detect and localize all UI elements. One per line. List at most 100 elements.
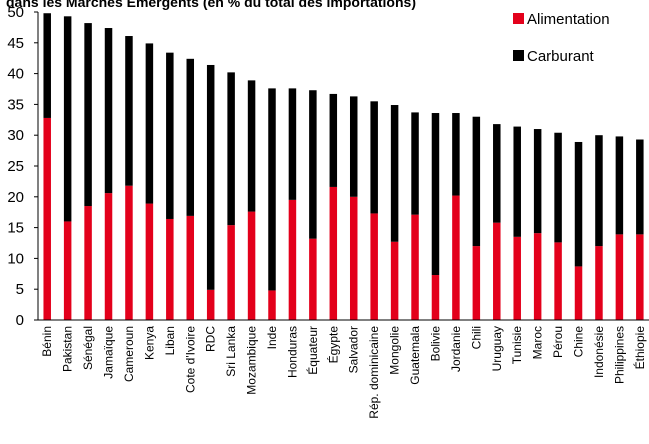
bar-alimentation [84,206,92,320]
x-tick-label: Guatemala [408,326,422,385]
x-tick-label: Salvador [347,326,361,373]
y-tick-label: 5 [16,281,24,298]
x-tick-label: Chine [572,326,586,358]
x-tick-label: Cote d'Ivoire [183,326,197,393]
bar-carburant [206,64,215,290]
bar-carburant [513,126,521,237]
y-tick-label: 20 [7,189,24,206]
bar-alimentation [227,225,235,320]
bar-carburant [595,135,603,247]
bar-carburant [431,113,440,276]
bar-carburant [533,129,542,234]
bar-alimentation [104,193,113,320]
bar-alimentation [554,242,562,320]
bar-carburant [636,139,644,235]
x-tick-label: Rép. dominicaine [367,326,381,419]
x-tick-label: Jamaïque [102,326,116,379]
y-axis: 0 5 10 15 20 25 30 35 40 45 50 [7,4,39,329]
legend: Alimentation Carburant [513,11,610,65]
bar-alimentation [349,196,358,320]
bar-carburant [615,136,624,235]
bar-alimentation [472,246,481,320]
x-tick-label: Indonésie [592,326,606,378]
legend-label: Alimentation [527,11,610,28]
x-tick-label: Égypte [325,326,340,364]
y-tick-label: 50 [7,4,24,21]
x-tick-label: Chili [469,326,483,349]
bar-alimentation [533,233,542,320]
bar-carburant [452,113,460,196]
y-tick-label: 45 [7,35,24,52]
x-tick-label: Inde [265,326,279,350]
bar-carburant [186,58,195,216]
x-tick-label: Sénégal [81,326,95,370]
bar-carburant [104,28,113,194]
bar-alimentation [615,234,624,320]
bar-alimentation [247,211,256,320]
x-tick-label: Honduras [285,326,299,378]
bar-carburant [329,93,338,187]
bar-carburant [390,105,399,242]
x-tick-label: Mongolie [388,326,402,375]
x-tick-label: Équateur [305,326,320,375]
legend-swatch [513,50,524,61]
bar-carburant [125,36,133,186]
x-tick-label: Kenya [142,326,156,360]
bar-carburant [309,90,317,239]
bar-alimentation [390,241,399,320]
x-tick-label: Pérou [551,326,565,358]
bar-carburant [574,141,583,267]
bar-carburant [63,16,72,222]
bar-alimentation [63,221,72,320]
x-tick-label: Philippines [612,326,626,384]
y-tick-label: 40 [7,66,24,83]
x-tick-label: Pakistan [61,326,75,372]
bar-alimentation [125,185,133,320]
x-tick-label: Tunisie [510,326,524,365]
x-tick-label: Cameroun [122,326,136,382]
x-tick-label: Jordanie [449,326,463,372]
chart-title: dans les Marchés Émergents (en % du tota… [6,0,416,10]
x-tick-label: Mozambique [245,326,259,395]
bar-carburant [554,132,562,243]
bar-carburant [84,23,92,207]
bar-carburant [493,124,501,223]
bar-alimentation [574,266,583,320]
bar-alimentation [309,238,317,320]
bar-carburant [145,43,154,204]
x-tick-label: RDC [204,326,218,352]
x-axis: Bénin Pakistan Sénégal Jamaïque Cameroun Keny… [38,319,649,419]
bar-alimentation [288,199,297,320]
bar-alimentation [595,246,603,320]
bar-alimentation [452,195,460,320]
bar-alimentation [513,236,521,320]
bar-alimentation [166,218,174,320]
bar-carburant [268,88,276,291]
bar-carburant [227,72,235,226]
x-tick-label: Bénin [40,326,54,357]
bars [43,13,644,321]
bar-alimentation [186,215,195,320]
bar-carburant [370,101,378,214]
bar-alimentation [431,275,440,320]
bar-alimentation [329,186,338,320]
y-tick-label: 35 [7,96,24,113]
bar-alimentation [493,222,501,320]
x-tick-label: Uruguay [490,326,504,371]
bar-carburant [247,80,256,212]
bar-carburant [43,13,51,118]
bar-alimentation [411,214,419,320]
bar-alimentation [43,117,51,321]
bar-carburant [472,116,481,247]
y-tick-label: 10 [7,250,24,267]
bar-alimentation [636,234,644,320]
bar-carburant [349,96,358,197]
bar-carburant [288,88,297,200]
y-tick-label: 25 [7,158,24,175]
y-tick-label: 30 [7,127,24,144]
legend-label: Carburant [527,48,595,65]
y-tick-label: 0 [16,312,24,329]
bar-alimentation [145,203,154,320]
x-tick-label: Éthiopie [632,326,647,370]
